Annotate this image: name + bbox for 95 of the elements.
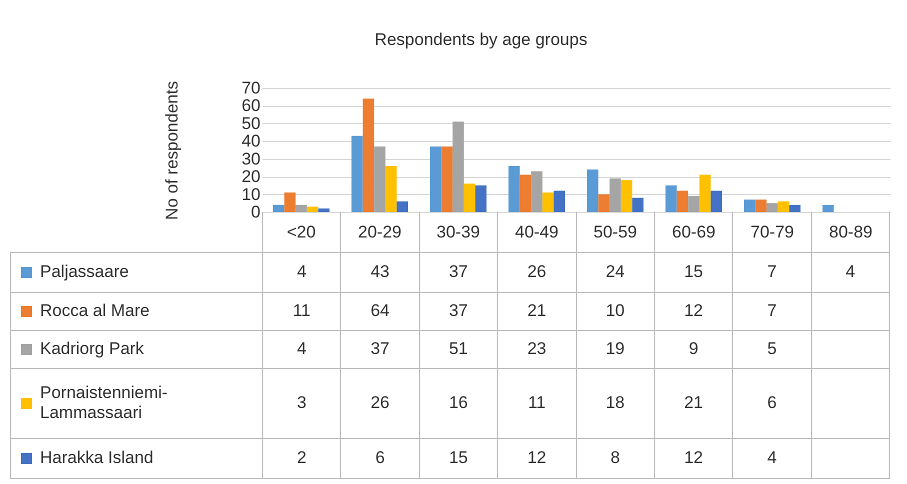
data-label: 12	[654, 438, 733, 478]
bar	[676, 190, 688, 212]
data-label: 11	[498, 368, 576, 438]
y-tick-label: 50	[242, 114, 260, 133]
data-label: 12	[654, 292, 733, 330]
data-label: 26	[498, 252, 576, 292]
y-tick-label: 60	[242, 96, 260, 116]
data-label: 24	[576, 252, 654, 292]
data-label: 8	[576, 438, 654, 478]
y-tick-label: 20	[242, 167, 260, 186]
bar	[531, 171, 542, 212]
legend-label: Rocca al Mare	[40, 301, 150, 322]
data-label: 6	[340, 438, 420, 478]
chart-title: Respondents by age groups	[374, 30, 588, 49]
data-label: 64	[340, 292, 420, 330]
bar	[374, 146, 386, 212]
x-tick-label: 60-69	[672, 222, 716, 242]
y-axis-title: No of respondents	[162, 81, 182, 220]
y-tick-label: 10	[242, 184, 260, 204]
data-label: 12	[498, 438, 576, 478]
data-label: 11	[262, 292, 341, 330]
x-tick-label: 30-39	[436, 222, 480, 242]
data-label: 5	[732, 330, 812, 368]
bar	[385, 166, 397, 212]
legend-label: Harakka Island	[40, 448, 154, 468]
data-label: 6	[732, 368, 812, 438]
data-label: 4	[262, 252, 341, 292]
bar	[296, 204, 307, 212]
legend-label: Paljassaare	[40, 262, 129, 282]
bar	[610, 178, 621, 212]
x-tick-label: 80-89	[829, 222, 872, 242]
x-tick-label: <20	[286, 222, 316, 242]
data-label: 18	[576, 368, 654, 438]
y-tick-label: 40	[242, 132, 260, 151]
bar	[822, 204, 834, 212]
data-label: 9	[654, 330, 733, 368]
data-label: 37	[340, 330, 420, 368]
data-label: 10	[576, 292, 654, 330]
bar	[508, 166, 520, 212]
x-tick-label: 40-49	[515, 222, 558, 242]
data-label: 19	[576, 330, 654, 368]
bar	[789, 204, 801, 212]
bar	[778, 201, 790, 212]
data-label: 15	[419, 438, 498, 478]
legend-label: Pornaistenniemi-Lammassaari	[40, 383, 169, 423]
data-label: 4	[732, 438, 812, 478]
data-label: 15	[654, 252, 733, 292]
bar	[351, 136, 363, 212]
data-label: 3	[262, 368, 341, 438]
y-tick-label: 30	[242, 149, 260, 168]
data-label: 37	[419, 292, 498, 330]
bar	[688, 196, 700, 212]
y-tick-label: 0	[251, 202, 260, 222]
bar	[699, 174, 711, 212]
bar	[441, 146, 453, 212]
bar	[306, 206, 318, 212]
bar	[272, 204, 284, 212]
bar	[554, 190, 566, 212]
bar	[755, 200, 767, 212]
bar	[632, 198, 644, 212]
data-label: 4	[811, 252, 890, 292]
data-label: 7	[732, 292, 812, 330]
data-label: 26	[340, 368, 420, 438]
bar	[318, 208, 330, 212]
bar	[586, 169, 598, 212]
data-label: 21	[498, 292, 576, 330]
data-label: 2	[262, 438, 341, 478]
data-label: 16	[419, 368, 498, 438]
bar	[396, 201, 408, 212]
bar	[284, 192, 296, 212]
bar	[766, 203, 778, 212]
bar	[362, 98, 374, 212]
bar	[710, 190, 722, 212]
legend-label: Kadriorg Park	[40, 339, 144, 360]
data-label: 23	[498, 330, 576, 368]
bar	[598, 194, 610, 212]
data-label: 37	[419, 252, 498, 292]
data-label: 51	[419, 330, 498, 368]
y-tick-label: 70	[242, 78, 260, 98]
bar	[475, 185, 487, 212]
bar	[452, 122, 464, 212]
data-label: 7	[732, 252, 812, 292]
bar	[620, 180, 632, 212]
bar	[542, 192, 554, 212]
data-label: 21	[654, 368, 733, 438]
x-tick-label: 70-79	[750, 222, 794, 242]
bar	[430, 146, 442, 212]
x-tick-label: 50-59	[594, 222, 637, 242]
bar	[744, 200, 756, 212]
bar	[665, 185, 677, 212]
data-label: 43	[340, 252, 420, 292]
x-tick-label: 20-29	[358, 222, 402, 242]
bar	[520, 174, 532, 212]
data-label: 4	[262, 330, 341, 368]
bar	[464, 184, 476, 212]
